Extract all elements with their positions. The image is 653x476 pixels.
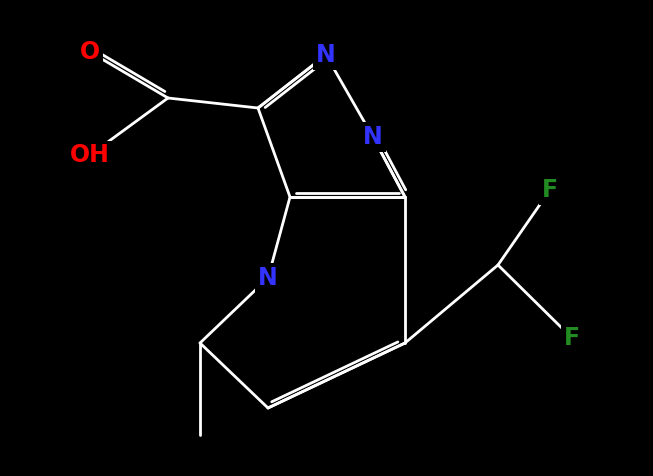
Text: F: F <box>542 178 558 202</box>
Text: O: O <box>80 40 100 64</box>
Text: N: N <box>363 125 383 149</box>
Text: F: F <box>564 326 580 350</box>
Text: N: N <box>316 43 336 67</box>
Text: N: N <box>258 266 278 290</box>
Text: OH: OH <box>70 143 110 167</box>
